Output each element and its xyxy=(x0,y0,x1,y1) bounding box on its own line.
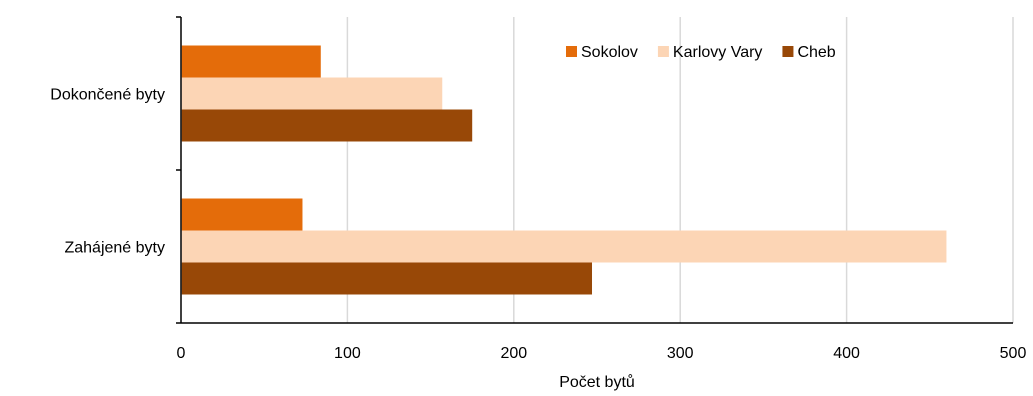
bars xyxy=(181,45,947,295)
legend-swatch xyxy=(657,46,669,57)
legend-label: Karlovy Vary xyxy=(673,44,763,61)
x-tick-label: 300 xyxy=(667,345,694,362)
bar-karlovy-vary-0 xyxy=(181,77,443,110)
x-tick-label: 400 xyxy=(833,345,860,362)
bar-karlovy-vary-1 xyxy=(181,230,947,263)
y-category-label: Zahájené byty xyxy=(64,240,165,257)
x-axis-title: Počet bytů xyxy=(559,373,635,391)
x-tick-label: 100 xyxy=(334,345,361,362)
legend-label: Sokolov xyxy=(581,44,638,61)
x-tick-label: 0 xyxy=(177,345,186,362)
axes: 0 100 200 300 400 500 Dokončené byty Zahájené b… xyxy=(50,16,1027,362)
legend-swatch xyxy=(566,46,577,57)
bar-cheb-1 xyxy=(181,262,593,295)
legend-item-cheb: Cheb xyxy=(782,44,836,61)
legend: Sokolov Karlovy Vary Cheb xyxy=(566,44,836,61)
legend-item-karlovy-vary: Karlovy Vary xyxy=(657,44,763,61)
x-tick-label: 500 xyxy=(1000,345,1027,362)
y-category-label: Dokončené byty xyxy=(50,87,165,104)
legend-swatch xyxy=(782,46,794,57)
bar-cheb-0 xyxy=(181,109,473,142)
bar-sokolov-0 xyxy=(181,45,321,78)
bar-sokolov-1 xyxy=(181,198,303,231)
legend-label: Cheb xyxy=(797,44,835,61)
legend-item-sokolov: Sokolov xyxy=(566,44,638,61)
x-tick-label: 200 xyxy=(500,345,527,362)
